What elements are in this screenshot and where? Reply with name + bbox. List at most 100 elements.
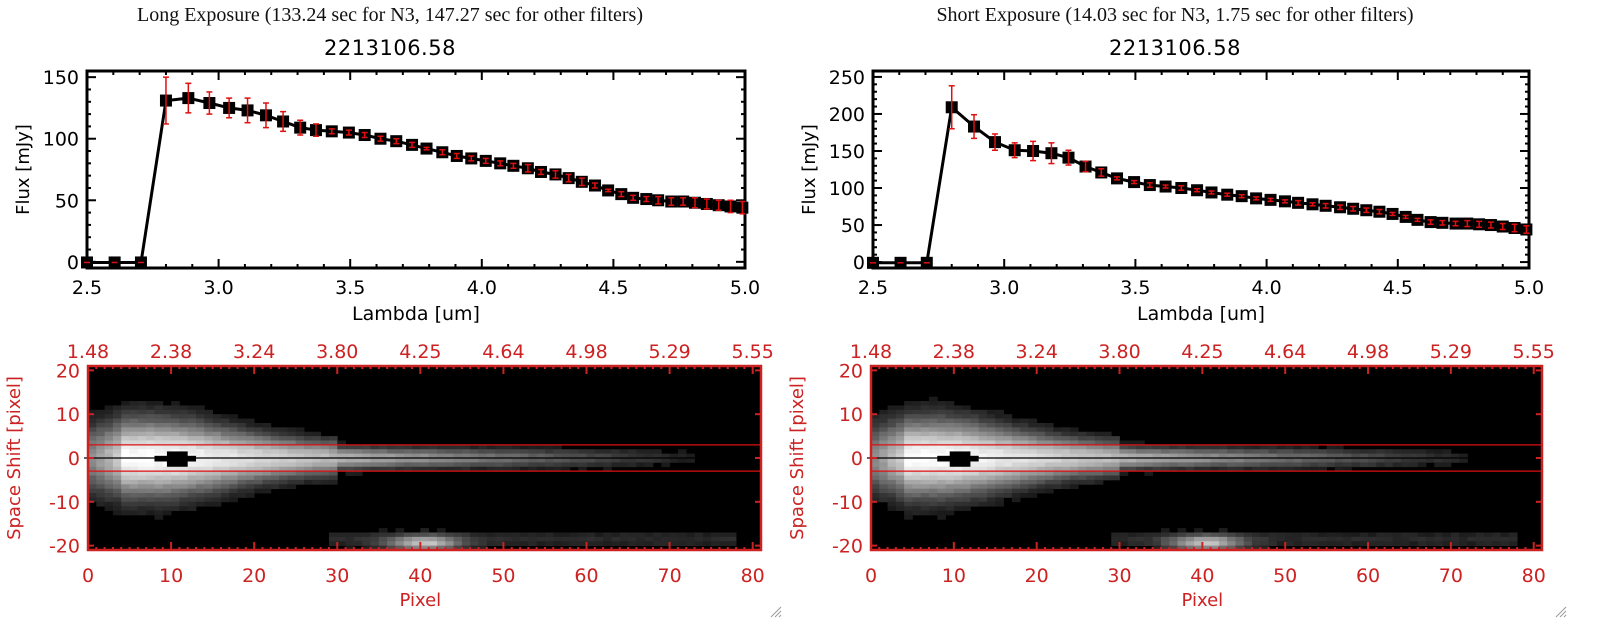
image-pixel xyxy=(937,506,946,511)
image-pixel xyxy=(146,484,155,490)
image-pixel xyxy=(1202,449,1212,455)
image-pixel xyxy=(154,422,164,428)
image-pixel xyxy=(995,436,1004,441)
error-bar xyxy=(691,197,698,209)
image-pixel xyxy=(1252,462,1261,468)
image-pixel xyxy=(295,462,305,468)
image-pixel xyxy=(1409,449,1419,455)
image-pixel xyxy=(96,466,106,472)
image-pixel xyxy=(245,453,255,459)
image-pixel xyxy=(328,440,338,446)
image-pixel xyxy=(1475,532,1485,538)
image-pixel xyxy=(1011,475,1021,481)
image-pixel xyxy=(879,436,888,441)
image-pixel xyxy=(453,466,463,472)
image-pixel xyxy=(187,506,197,511)
image-pixel xyxy=(904,458,913,463)
image-pixel xyxy=(1293,453,1303,459)
image-pixel xyxy=(1260,545,1270,551)
image-pixel xyxy=(137,471,147,476)
image-pixel xyxy=(1318,453,1328,459)
image-pixel xyxy=(1276,532,1286,538)
image-pixel xyxy=(295,440,305,446)
image-pixel xyxy=(370,532,380,538)
image-pixel xyxy=(895,405,905,411)
image-pixel xyxy=(603,458,612,463)
image-pixel xyxy=(461,444,471,450)
image-pixel xyxy=(636,541,646,547)
image-pixel xyxy=(171,479,180,485)
image-pixel xyxy=(88,462,97,468)
image-pixel xyxy=(536,541,546,547)
image-pixel xyxy=(1376,532,1385,538)
error-bar xyxy=(1427,219,1434,226)
image-pixel xyxy=(986,431,996,437)
image-pixel xyxy=(1177,462,1187,468)
image-pixel xyxy=(254,479,263,485)
image-pixel xyxy=(171,431,180,437)
image-pixel xyxy=(1227,453,1236,459)
spectral-image-chart: 0 10 20 30 40 50 60 70 801.48 2.38 3.24 3.80 4.25 4.6… xyxy=(4,341,774,611)
image-pixel xyxy=(1160,444,1170,450)
image-pixel xyxy=(978,444,988,450)
image-pixel xyxy=(1020,431,1029,437)
image-pixel xyxy=(1334,458,1344,463)
image-pixel xyxy=(187,462,197,468)
image-pixel xyxy=(187,414,197,419)
error-bar xyxy=(1011,142,1018,159)
image-pixel xyxy=(895,427,905,433)
image-pixel xyxy=(1351,449,1361,455)
image-pixel xyxy=(204,462,214,468)
image-pixel xyxy=(1376,536,1385,542)
image-pixel xyxy=(628,458,637,463)
image-pixel xyxy=(711,541,720,547)
image-pixel xyxy=(895,458,905,463)
image-pixel xyxy=(245,436,255,441)
image-pixel xyxy=(945,427,955,433)
image-pixel xyxy=(220,449,230,455)
image-pixel xyxy=(287,475,297,481)
image-pixel xyxy=(287,436,297,441)
image-pixel xyxy=(337,541,346,547)
image-pixel xyxy=(1003,436,1013,441)
image-pixel xyxy=(304,444,313,450)
image-pixel xyxy=(387,536,396,542)
image-pixel xyxy=(137,497,147,503)
image-pixel xyxy=(187,440,197,446)
image-pixel xyxy=(920,422,930,428)
image-pixel xyxy=(879,488,888,494)
image-pixel xyxy=(196,449,205,455)
image-pixel xyxy=(1053,471,1062,476)
image-pixel xyxy=(1003,414,1013,419)
image-pixel xyxy=(953,409,963,415)
image-pixel xyxy=(928,431,938,437)
image-pixel xyxy=(162,471,172,476)
resize-grip-icon[interactable] xyxy=(1553,604,1567,618)
image-pixel xyxy=(928,506,938,511)
image-pixel xyxy=(245,418,255,424)
image-pixel xyxy=(229,475,238,481)
image-pixel xyxy=(1011,488,1021,494)
image-pixel xyxy=(895,466,905,472)
image-pixel xyxy=(578,541,587,547)
resize-grip-icon[interactable] xyxy=(768,604,782,618)
image-pixel xyxy=(937,493,946,498)
image-pixel xyxy=(478,462,488,468)
image-pixel xyxy=(196,458,205,463)
image-pixel xyxy=(1011,422,1021,428)
image-pixel xyxy=(1252,536,1261,542)
image-pixel xyxy=(887,466,897,472)
image-pixel xyxy=(154,506,164,511)
image-pixel xyxy=(503,466,513,472)
image-pixel xyxy=(928,484,938,490)
image-pixel xyxy=(928,418,938,424)
y-tick-label: 50 xyxy=(841,215,865,237)
error-bar xyxy=(482,157,489,165)
image-pixel xyxy=(1020,453,1029,459)
error-bar xyxy=(1082,160,1089,173)
image-pixel xyxy=(945,475,955,481)
image-pixel xyxy=(486,532,496,538)
image-pixel xyxy=(229,479,238,485)
image-pixel xyxy=(345,545,355,551)
x-tick-label: 20 xyxy=(242,565,266,587)
